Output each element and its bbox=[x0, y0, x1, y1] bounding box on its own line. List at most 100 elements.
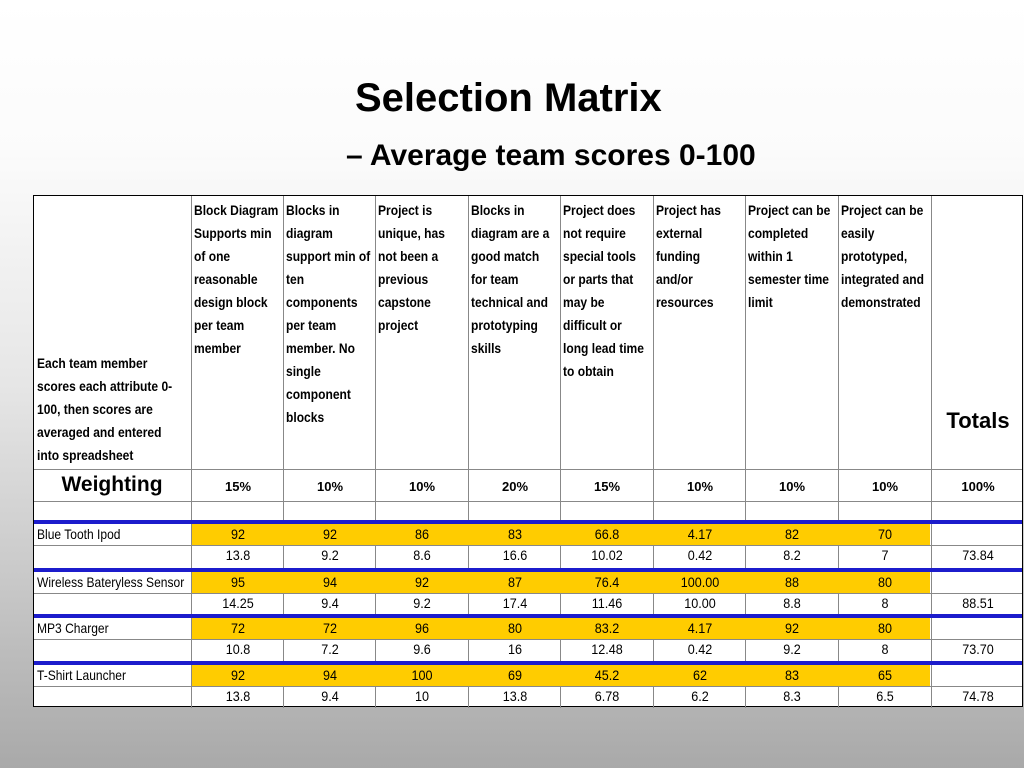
score-row-band bbox=[192, 618, 930, 639]
score-row-band bbox=[192, 572, 930, 593]
criterion-header: Block Diagram Supports min of one reasonabl… bbox=[194, 199, 283, 360]
project-name: Blue Tooth Ipod bbox=[37, 526, 121, 542]
criterion-header-line: ten bbox=[286, 271, 305, 287]
raw-score-cell: 69 bbox=[507, 667, 523, 683]
weighted-score-cell: 7.2 bbox=[321, 641, 339, 657]
weighted-score-cell: 10.8 bbox=[225, 641, 251, 657]
criterion-header-line: Project is bbox=[378, 202, 433, 218]
project-total-cell: 88.51 bbox=[962, 595, 994, 611]
weighted-score-cell: 8.8 bbox=[783, 595, 801, 611]
criterion-weight: 15% bbox=[593, 479, 621, 494]
weighted-score-cell: 16 bbox=[507, 641, 523, 657]
criterion-header-line: technical and bbox=[471, 294, 548, 310]
criterion-header-line: Block Diagram bbox=[194, 202, 279, 218]
criterion-header-line: completed bbox=[748, 225, 809, 241]
criterion-header-line: component bbox=[286, 386, 351, 402]
weighted-score-cell: 9.6 bbox=[413, 641, 431, 657]
weighted-score-cell: 10.00 bbox=[684, 595, 716, 611]
column-divider bbox=[468, 196, 469, 708]
column-divider bbox=[745, 196, 746, 708]
project-total-cell: 73.70 bbox=[962, 641, 994, 657]
weighted-score-cell: 17.4 bbox=[502, 595, 528, 611]
criterion-header-line: per team bbox=[194, 317, 245, 333]
weighted-score-cell: 13.8 bbox=[225, 547, 251, 563]
project-separator-line bbox=[34, 520, 1022, 524]
raw-score-cell: 87 bbox=[507, 574, 523, 590]
criterion-header-line: for team bbox=[471, 271, 519, 287]
criterion-header-line: demonstrated bbox=[841, 294, 921, 310]
weighted-score-cell: 13.8 bbox=[502, 688, 528, 704]
row-divider bbox=[34, 639, 192, 640]
criterion-header: Project has external funding and/or resource… bbox=[656, 199, 745, 314]
criterion-header-line: resources bbox=[656, 294, 714, 310]
row-divider bbox=[192, 639, 1022, 640]
criterion-header: Project can be easily prototyped, integrate… bbox=[841, 199, 930, 314]
weighted-score-cell: 9.4 bbox=[321, 595, 339, 611]
column-divider bbox=[191, 196, 192, 708]
criterion-header-line: design block bbox=[194, 294, 268, 310]
weighted-score-cell: 10.02 bbox=[591, 547, 623, 563]
criterion-header-line: long lead time bbox=[563, 340, 644, 356]
project-separator-line bbox=[34, 661, 1022, 665]
weighted-score-cell: 13.8 bbox=[225, 688, 251, 704]
criterion-weight: 10% bbox=[778, 479, 806, 494]
total-weight: 100% bbox=[961, 479, 995, 494]
criterion-header-line: or parts that bbox=[563, 271, 634, 287]
criterion-header: Project can be completed within 1 semester … bbox=[748, 199, 837, 314]
row-divider bbox=[34, 686, 192, 687]
criterion-header-line: single bbox=[286, 363, 321, 379]
criterion-weight: 10% bbox=[408, 479, 436, 494]
criterion-header-line: per team bbox=[286, 317, 337, 333]
raw-score-cell: 83 bbox=[784, 667, 800, 683]
raw-score-cell: 92 bbox=[784, 620, 800, 636]
weighted-score-cell: 8 bbox=[881, 641, 889, 657]
raw-score-cell: 83 bbox=[507, 526, 523, 542]
criterion-header-line: Project has bbox=[656, 202, 721, 218]
criterion-header-line: not require bbox=[563, 225, 626, 241]
project-total-cell: 73.84 bbox=[962, 547, 994, 563]
criterion-header-line: external bbox=[656, 225, 703, 241]
criterion-header-line: may be bbox=[563, 294, 605, 310]
criterion-header-line: blocks bbox=[286, 409, 325, 425]
criterion-header-line: Blocks in bbox=[286, 202, 340, 218]
criterion-header-line: limit bbox=[748, 294, 773, 310]
raw-score-cell: 100.00 bbox=[680, 574, 720, 590]
weighted-score-cell: 16.6 bbox=[502, 547, 528, 563]
weighted-score-cell: 6.5 bbox=[876, 688, 894, 704]
weighted-score-cell: 9.2 bbox=[413, 595, 431, 611]
row-divider bbox=[34, 545, 192, 546]
raw-score-cell: 82 bbox=[784, 526, 800, 542]
criterion-weight: 15% bbox=[224, 479, 252, 494]
criterion-header-line: components bbox=[286, 294, 358, 310]
criterion-header-line: capstone bbox=[378, 294, 431, 310]
raw-score-cell: 95 bbox=[230, 574, 246, 590]
criterion-header: Blocks in diagram support min of ten compone… bbox=[286, 199, 375, 429]
criterion-header-line: unique, has bbox=[378, 225, 445, 241]
criterion-header-line: funding bbox=[656, 248, 701, 264]
raw-score-cell: 76.4 bbox=[594, 574, 620, 590]
raw-score-cell: 72 bbox=[322, 620, 338, 636]
raw-score-cell: 94 bbox=[322, 667, 338, 683]
criterion-header-line: to obtain bbox=[563, 363, 614, 379]
criterion-header-line: diagram bbox=[286, 225, 333, 241]
criterion-weight: 10% bbox=[316, 479, 344, 494]
criterion-header-line: support min of bbox=[286, 248, 371, 264]
criterion-header-line: reasonable bbox=[194, 271, 258, 287]
criterion-header-line: Project does bbox=[563, 202, 636, 218]
criterion-header-line: Project can be bbox=[841, 202, 924, 218]
project-separator-line bbox=[34, 614, 1022, 618]
raw-score-cell: 45.2 bbox=[594, 667, 620, 683]
weighted-score-cell: 0.42 bbox=[687, 641, 713, 657]
criterion-header-line: of one bbox=[194, 248, 231, 264]
criterion-header-line: good match bbox=[471, 248, 540, 264]
weighted-score-cell: 14.25 bbox=[222, 595, 254, 611]
raw-score-cell: 88 bbox=[784, 574, 800, 590]
raw-score-cell: 96 bbox=[414, 620, 430, 636]
criterion-header-line: project bbox=[378, 317, 419, 333]
raw-score-cell: 100 bbox=[411, 667, 433, 683]
instruction-line: Each team member bbox=[37, 355, 148, 371]
criterion-header-line: special tools bbox=[563, 248, 636, 264]
column-divider bbox=[375, 196, 376, 708]
totals-header: Totals bbox=[946, 408, 1010, 433]
criterion-header-line: within 1 bbox=[748, 248, 793, 264]
